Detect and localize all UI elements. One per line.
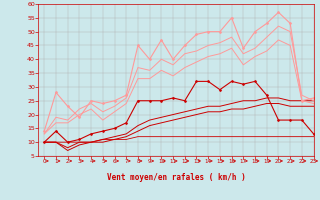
X-axis label: Vent moyen/en rafales ( km/h ): Vent moyen/en rafales ( km/h ) [107, 173, 245, 182]
